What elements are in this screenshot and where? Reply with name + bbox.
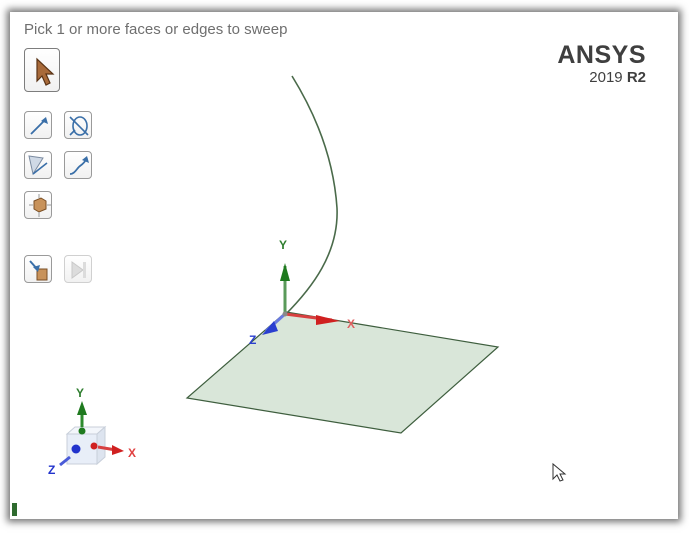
select-body-icon [29,194,51,217]
complete-button[interactable] [64,255,92,283]
select-pointer-icon [36,57,55,86]
origin-y-label: Y [279,238,287,252]
status-indicator [12,503,17,516]
origin-x-label: X [347,317,355,331]
sweep-trajectory-curve[interactable] [284,75,338,316]
select-trajectory-button[interactable] [64,151,92,179]
origin-z-label: Z [249,333,256,347]
select-body-button[interactable] [24,191,52,219]
sketch-sheet-face[interactable] [185,311,500,434]
graphics-viewport[interactable]: Y X Z Y X Z [12,13,676,516]
mouse-cursor [552,462,567,482]
brand-release: R2 [626,69,646,86]
brand-version: 2019 R2 [557,69,646,87]
ansys-logo: ANSYS 2019 R2 [557,42,646,87]
brand-year: 2019 [589,69,623,86]
full-sweep-icon [29,260,48,281]
select-no-twist-button[interactable] [64,111,92,139]
select-direction-icon [30,117,48,135]
brand-name: ANSYS [557,41,646,69]
select-sweep-face-button[interactable] [24,151,52,179]
complete-icon [71,261,86,279]
global-triad[interactable]: Y X Z [48,386,136,477]
selection-prompt: Pick 1 or more faces or edges to sweep [24,21,288,38]
origin-triad: Y X Z [249,238,355,347]
select-no-twist-icon [69,116,89,136]
select-pointer-button[interactable] [24,48,60,92]
full-sweep-button[interactable] [24,255,52,283]
global-x-label: X [128,446,136,460]
select-direction-button[interactable] [24,111,52,139]
global-z-label: Z [48,463,55,477]
scene-canvas[interactable]: Y X Z Y X Z [12,13,676,516]
select-sweep-face-icon [28,155,48,176]
select-trajectory-icon [69,156,89,175]
global-y-label: Y [76,386,84,400]
